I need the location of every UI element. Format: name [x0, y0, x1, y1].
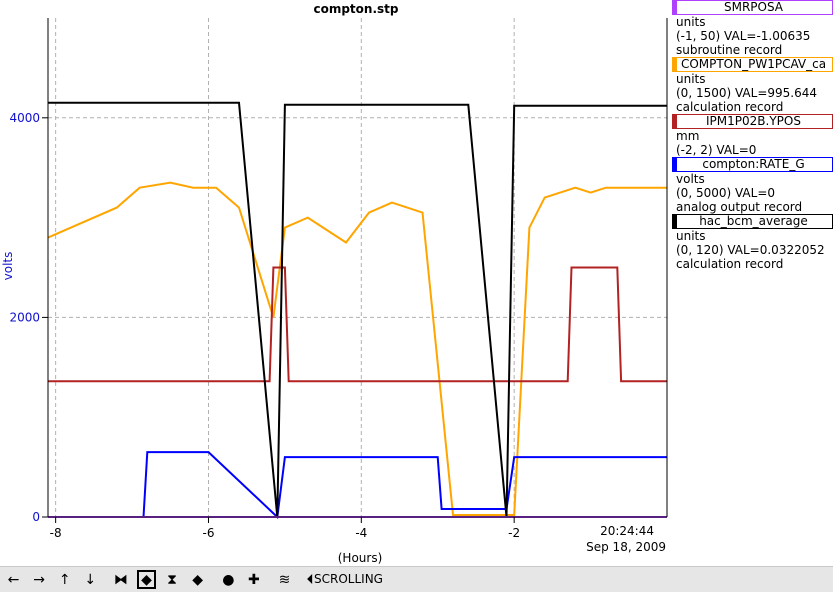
- scroll-up-icon[interactable]: ↑: [58, 571, 71, 588]
- chart-plot: compton.stp -8 -6 -4 -2 0 2000 4000 (Hours) vo…: [1, 2, 668, 565]
- y-tick-label: 2000: [9, 310, 40, 324]
- legend-value: VAL=0.0322052: [723, 243, 825, 257]
- x-tick-label: -2: [508, 526, 520, 540]
- legend-swatch: [672, 57, 677, 72]
- legend-value: VAL=-1.00635: [720, 29, 811, 43]
- legend-value: VAL=995.644: [731, 86, 817, 100]
- scroll-down-icon[interactable]: ↓: [84, 571, 97, 588]
- legend-range-value: (0, 1500) VAL=995.644: [672, 86, 833, 100]
- legend-value: VAL=0: [731, 186, 776, 200]
- back-icon[interactable]: ⏴: [306, 571, 314, 588]
- legend-swatch: [672, 114, 677, 129]
- legend-units: units: [676, 229, 706, 243]
- legend-series-name: hac_bcm_average: [699, 214, 808, 228]
- legend-swatch: [672, 157, 677, 172]
- legend-entry[interactable]: IPM1P02B.YPOS: [672, 114, 833, 129]
- legend-units: mm: [676, 129, 700, 143]
- series-lines: [47, 101, 667, 520]
- legend-series-name: IPM1P02B.YPOS: [706, 114, 801, 128]
- x-axis-label: (Hours): [338, 551, 383, 565]
- tick-labels: -8 -6 -4 -2 0 2000 4000: [9, 111, 520, 540]
- zoom-in-y-icon[interactable]: ⧗: [167, 571, 177, 588]
- zoom-out-x-icon[interactable]: ◆: [137, 570, 156, 589]
- series-line-compton-rate-g: [48, 451, 667, 520]
- legend-record-type: calculation record: [676, 257, 784, 271]
- legend-units: units: [676, 72, 706, 86]
- legend-units: volts: [676, 172, 705, 186]
- y-tick-label: 4000: [9, 111, 40, 125]
- legend-units: units: [676, 15, 706, 29]
- x-tick-label: -4: [355, 526, 367, 540]
- legend-series-name: SMRPOSA: [723, 0, 784, 14]
- zoom-in-x-icon[interactable]: ⧓: [113, 571, 128, 588]
- x-tick-label: -8: [50, 526, 62, 540]
- legend-range-value: (0, 5000) VAL=0: [672, 186, 833, 200]
- toolbar: SCROLLING ← → ↑ ↓ ⧓ ◆ ⧗ ◆ ● ✚ ≋ ⏴: [0, 566, 833, 592]
- mode-label: SCROLLING: [314, 572, 383, 586]
- legend-range: (0, 5000): [676, 186, 732, 200]
- legend-entry[interactable]: compton:RATE_G: [672, 157, 833, 172]
- zoom-out-y-icon[interactable]: ◆: [192, 571, 204, 588]
- y-tick-label: 0: [32, 510, 40, 524]
- legend-range: (0, 1500): [676, 86, 732, 100]
- legend-swatch: [672, 214, 677, 229]
- timestamp: 20:24:44: [600, 524, 654, 538]
- legend-entry[interactable]: hac_bcm_average: [672, 214, 833, 229]
- grid-lines: [48, 18, 667, 517]
- legend-record-type: analog output record: [676, 200, 803, 214]
- add-icon[interactable]: ✚: [248, 571, 260, 588]
- series-line-ipm1p02b-ypos: [48, 266, 667, 383]
- legend-entry[interactable]: SMRPOSA: [672, 0, 833, 15]
- legend-value: VAL=0: [712, 143, 757, 157]
- legend-record-type: subroutine record: [676, 43, 783, 57]
- legend-range-value: (0, 120) VAL=0.0322052: [672, 243, 833, 257]
- legend-range: (0, 120): [676, 243, 724, 257]
- legend-range: (-2, 2): [676, 143, 713, 157]
- axes: [42, 18, 668, 523]
- legend-range-value: (-2, 2) VAL=0: [672, 143, 833, 157]
- legend-range-value: (-1, 50) VAL=-1.00635: [672, 29, 833, 43]
- legend-series-name: COMPTON_PW1PCAV_ca: [680, 57, 827, 71]
- scroll-right-icon[interactable]: →: [33, 571, 45, 588]
- legend-record-type: calculation record: [676, 100, 784, 114]
- x-tick-label: -6: [202, 526, 214, 540]
- series-line-hac-bcm-average: [48, 101, 667, 518]
- y-axis-label: volts: [1, 252, 15, 281]
- legend-entry[interactable]: COMPTON_PW1PCAV_ca: [672, 57, 833, 72]
- legend-series-name: compton:RATE_G: [702, 157, 805, 171]
- chart-title: compton.stp: [313, 2, 398, 16]
- legend: SMRPOSA units (-1, 50) VAL=-1.00635 subrout…: [672, 0, 833, 271]
- record-icon[interactable]: ●: [222, 571, 235, 588]
- autoscale-icon[interactable]: ≋: [278, 571, 291, 588]
- legend-swatch: [672, 0, 677, 15]
- scroll-left-icon[interactable]: ←: [7, 571, 20, 588]
- series-line-compton-pw1pcav-ca: [47, 181, 667, 516]
- legend-range: (-1, 50): [676, 29, 721, 43]
- date-label: Sep 18, 2009: [586, 540, 666, 554]
